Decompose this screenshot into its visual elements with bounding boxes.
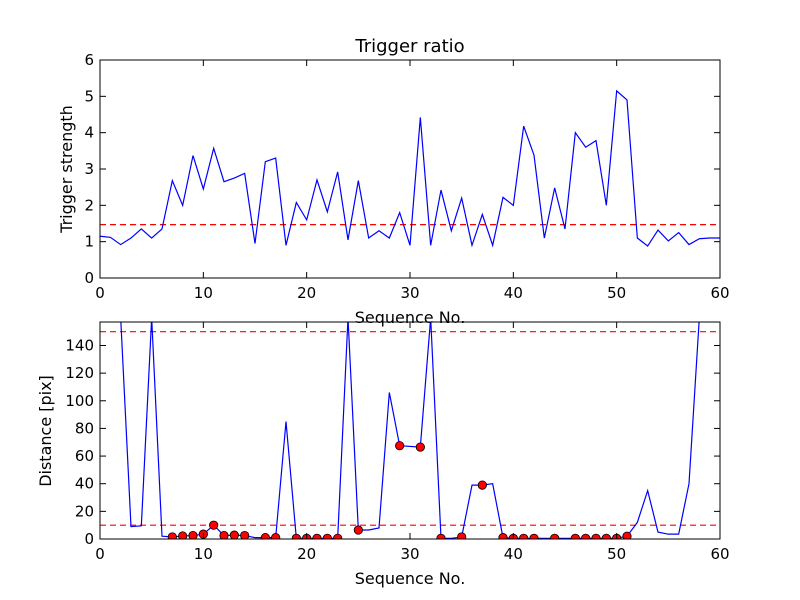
chart-title: Trigger ratio bbox=[354, 36, 464, 57]
bottom-marker-point bbox=[550, 533, 560, 539]
top-y-tick-label: 4 bbox=[84, 124, 94, 142]
bottom-marker-point bbox=[601, 533, 611, 539]
bottom-marker-point bbox=[436, 533, 446, 539]
bottom-marker-point bbox=[457, 532, 467, 539]
bottom-x-tick-label: 0 bbox=[95, 545, 105, 563]
top-y-axis-label: Trigger strength bbox=[57, 105, 76, 234]
bottom-marker-point bbox=[477, 480, 487, 490]
bottom-marker-point bbox=[322, 533, 332, 539]
bottom-x-tick-label: 40 bbox=[504, 545, 523, 563]
bottom-marker-point bbox=[333, 533, 343, 539]
top-series-line-0 bbox=[100, 89, 720, 248]
bottom-y-tick-label: 100 bbox=[65, 392, 94, 410]
bottom-marker-point bbox=[353, 525, 363, 535]
top-data-layer bbox=[100, 89, 720, 248]
bottom-marker-point bbox=[271, 533, 281, 539]
bottom-marker-point bbox=[529, 533, 539, 539]
bottom-x-tick-label: 20 bbox=[297, 545, 316, 563]
top-x-tick-label: 0 bbox=[95, 284, 105, 302]
bottom-y-tick-label: 80 bbox=[75, 419, 94, 437]
bottom-marker-point bbox=[395, 441, 405, 451]
bottom-y-axis-label: Distance [pix] bbox=[36, 375, 55, 487]
bottom-x-tick-label: 30 bbox=[400, 545, 419, 563]
distance-plot-area: 0 10 20 30 40 50 60 0 20 40 60 80 100 120 140 bbox=[65, 321, 730, 563]
top-y-tick-label: 5 bbox=[84, 87, 94, 105]
bottom-marker-point bbox=[581, 533, 591, 539]
bottom-marker-point bbox=[291, 533, 301, 539]
bottom-y-tick-label: 120 bbox=[65, 364, 94, 382]
bottom-x-tick-label: 10 bbox=[194, 545, 213, 563]
top-x-tick-label: 40 bbox=[504, 284, 523, 302]
bottom-marker-point bbox=[415, 442, 425, 452]
bottom-marker-point bbox=[209, 520, 219, 530]
top-y-tick-label: 1 bbox=[84, 233, 94, 251]
bottom-marker-point bbox=[570, 533, 580, 539]
bottom-marker-point bbox=[312, 533, 322, 539]
bottom-y-tick-label: 60 bbox=[75, 447, 94, 465]
distance-panel: 0 10 20 30 40 50 60 0 20 40 60 80 100 120 140 Sequence… bbox=[36, 321, 730, 588]
bottom-y-tick-label: 40 bbox=[75, 475, 94, 493]
top-y-tick-label: 2 bbox=[84, 196, 94, 214]
bottom-data-layer bbox=[100, 322, 720, 539]
bottom-marker-point bbox=[229, 530, 239, 539]
trigger-ratio-plot-area: 0 10 20 30 40 50 60 0 1 2 3 4 5 6 bbox=[84, 51, 729, 302]
top-y-tick-label: 0 bbox=[84, 269, 94, 287]
bottom-marker-point bbox=[622, 531, 632, 539]
top-x-tick-label: 60 bbox=[710, 284, 729, 302]
bottom-marker-point bbox=[498, 533, 508, 539]
bottom-y-tick-label: 20 bbox=[75, 502, 94, 520]
bottom-x-tick-label: 50 bbox=[607, 545, 626, 563]
top-x-tick-label: 50 bbox=[607, 284, 626, 302]
bottom-marker-point bbox=[240, 530, 250, 539]
top-x-tick-label: 30 bbox=[400, 284, 419, 302]
bottom-marker-point bbox=[260, 533, 270, 539]
top-y-tick-label: 3 bbox=[84, 160, 94, 178]
bottom-x-axis-label: Sequence No. bbox=[355, 569, 466, 588]
top-x-tick-label: 20 bbox=[297, 284, 316, 302]
bottom-y-tick-label: 140 bbox=[65, 336, 94, 354]
bottom-marker-point bbox=[591, 533, 601, 539]
bottom-y-tick-label: 0 bbox=[84, 530, 94, 548]
bottom-marker-point bbox=[167, 532, 177, 539]
bottom-marker-point bbox=[178, 531, 188, 539]
bottom-marker-point bbox=[219, 530, 229, 539]
bottom-marker-point bbox=[519, 533, 529, 539]
bottom-marker-point bbox=[188, 530, 198, 539]
top-y-tick-label: 6 bbox=[84, 51, 94, 69]
top-x-tick-label: 10 bbox=[194, 284, 213, 302]
bottom-x-tick-label: 60 bbox=[710, 545, 729, 563]
